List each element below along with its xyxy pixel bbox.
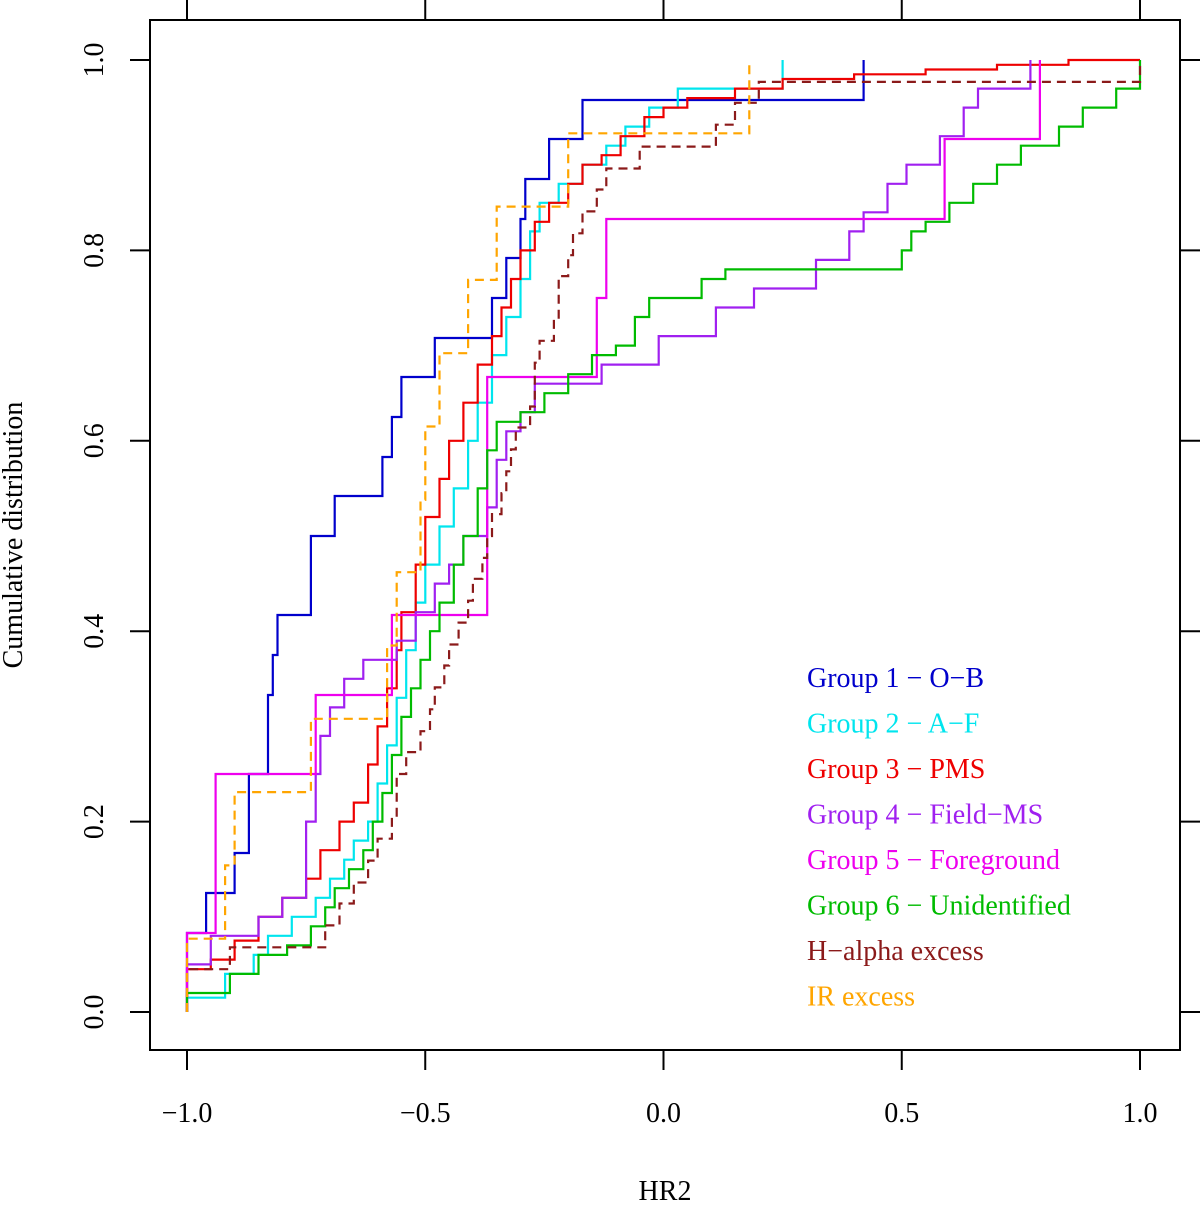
y-tick-label: 0.4: [79, 614, 110, 649]
legend-entry: Group 1 − O−B: [807, 663, 984, 694]
legend-entry: IR excess: [807, 982, 915, 1013]
series-line-group-6-unidentified: [185, 60, 1142, 1012]
legend-entry: Group 6 − Unidentified: [807, 891, 1071, 922]
series-line-group-1-o-b: [185, 60, 865, 1012]
series-line-group-5-foreground: [185, 60, 1042, 1012]
y-axis-title: Cumulative distribution: [0, 402, 29, 669]
x-tick-label: −1.0: [162, 1098, 213, 1129]
legend-entry: H−alpha excess: [807, 936, 984, 967]
x-tick-label: 0.5: [884, 1098, 919, 1129]
y-tick-label: 0.2: [79, 804, 110, 839]
x-axis-title: HR2: [639, 1176, 692, 1205]
series-line-group-3-pms: [185, 58, 1140, 1012]
series-layer: [185, 58, 1142, 1012]
legend-entry: Group 2 − A−F: [807, 709, 979, 740]
x-tick-label: 0.0: [646, 1098, 681, 1129]
series-line-h-alpha-excess: [185, 60, 1142, 1012]
legend-entry: Group 4 − Field−MS: [807, 800, 1043, 831]
y-tick-label: 0.8: [79, 233, 110, 268]
series-line-ir-excess: [185, 60, 751, 1012]
legend-entry: Group 3 − PMS: [807, 754, 985, 785]
x-tick-label: −0.5: [400, 1098, 451, 1129]
legend: Group 1 − O−B Group 2 − A−F Group 3 − PMS G…: [807, 663, 1071, 1013]
series-line-group-4-field-ms: [185, 60, 1032, 1012]
y-tick-label: 0.0: [79, 995, 110, 1030]
y-tick-label: 1.0: [79, 43, 110, 78]
plot-frame: [149, 19, 1181, 1051]
legend-entry: Group 5 − Foreground: [807, 845, 1060, 876]
axis-ticks: −1.0 −0.5 0.0 0.5 1.0 0.0 0.2 0.4 0.6 0.8 1.0: [79, 0, 1200, 1129]
x-tick-label: 1.0: [1123, 1098, 1158, 1129]
y-tick-label: 0.6: [79, 423, 110, 458]
